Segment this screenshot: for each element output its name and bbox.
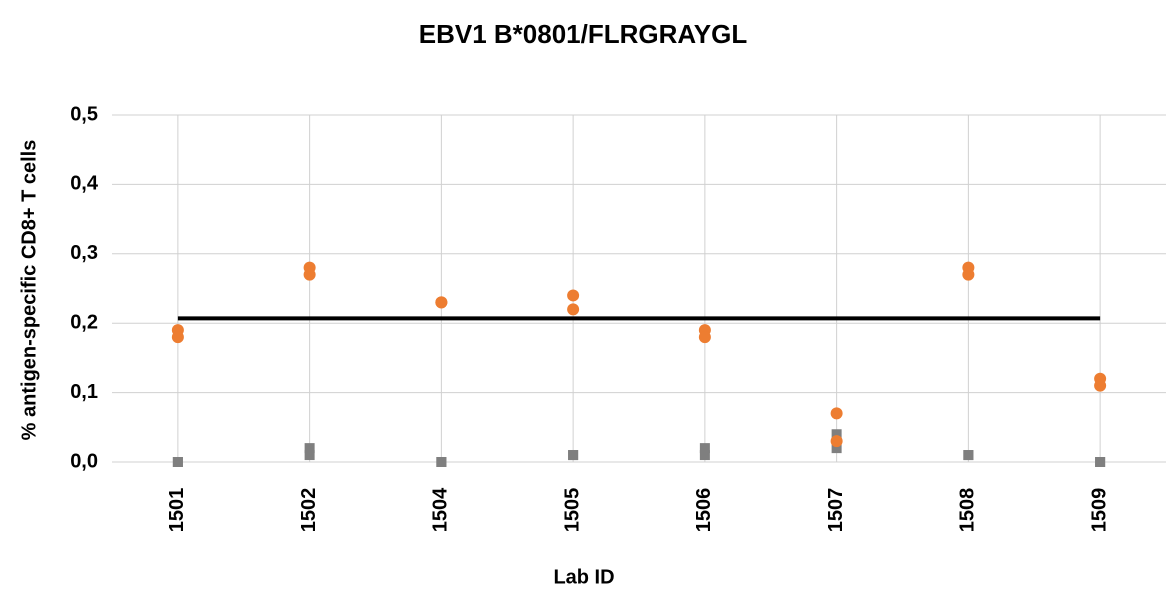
data-point: [303, 268, 316, 281]
y-axis-title: % antigen-specific CD8+ T cells: [18, 140, 40, 441]
x-tick-label: 1507: [825, 488, 847, 533]
data-point: [831, 443, 842, 454]
data-point: [698, 331, 711, 344]
data-point: [831, 429, 842, 440]
y-tick-label: 0,4: [70, 173, 99, 195]
x-tick-label: 1501: [166, 488, 188, 533]
x-tick-label: 1508: [957, 488, 979, 533]
y-tick-label: 0,2: [70, 311, 98, 333]
y-tick-label: 0,1: [70, 381, 98, 403]
data-point: [1094, 379, 1107, 392]
data-point: [567, 303, 580, 316]
chart-title: EBV1 B*0801/FLRGRAYGL: [419, 19, 748, 49]
data-point: [962, 268, 975, 281]
data-point: [830, 407, 843, 420]
y-tick-label: 0,5: [70, 103, 98, 125]
data-point: [699, 450, 710, 461]
data-point: [436, 457, 447, 467]
data-point: [568, 450, 579, 461]
y-tick-label: 0,3: [70, 242, 98, 264]
data-point: [567, 289, 580, 302]
data-point: [171, 331, 184, 344]
x-axis-title: Lab ID: [553, 566, 614, 588]
x-tick-label: 1505: [561, 488, 583, 533]
x-tick-label: 1509: [1088, 488, 1110, 533]
data-point: [304, 443, 315, 454]
data-point: [1095, 457, 1106, 467]
y-tick-label: 0,0: [70, 450, 98, 472]
data-point: [304, 450, 315, 461]
data-point: [830, 435, 843, 448]
x-tick-label: 1506: [693, 488, 715, 533]
data-point: [172, 457, 183, 467]
data-point: [699, 443, 710, 454]
x-tick-label: 1504: [430, 487, 452, 532]
x-tick-label: 1502: [298, 488, 320, 533]
data-point: [963, 450, 974, 461]
data-point: [435, 296, 448, 309]
